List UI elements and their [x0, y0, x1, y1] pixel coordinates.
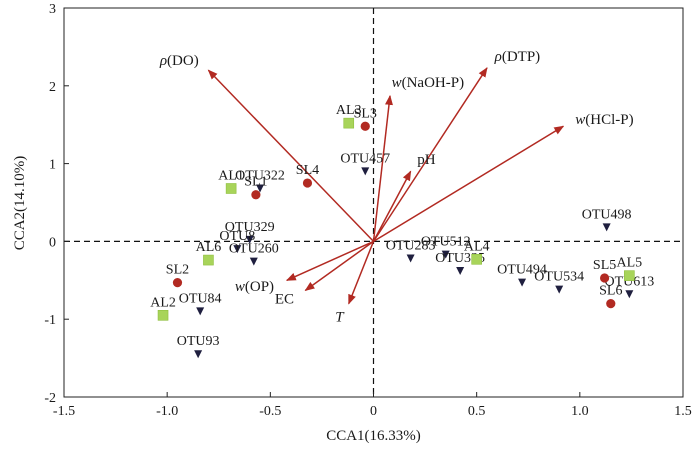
point-label-al2: AL2	[150, 295, 176, 310]
sediment-marker-sl2	[172, 278, 183, 288]
point-label-otu534: OTU534	[534, 270, 584, 285]
otu-marker-otu335	[456, 266, 465, 275]
y-tick-label: -2	[44, 391, 56, 406]
x-axis-title: CCA1(16.33%)	[326, 428, 421, 444]
otu-marker-otu498	[602, 223, 611, 232]
point-label-sl4: SL4	[296, 163, 319, 178]
arrow-label-dtp: ρ(DTP)	[494, 49, 541, 65]
arrow-op	[285, 240, 374, 281]
otu-marker-otu534	[555, 285, 564, 294]
point-label-al3: AL3	[336, 103, 362, 118]
arrow-hcl-p	[373, 125, 565, 243]
y-axis-title: CCA2(14.10%)	[12, 156, 28, 251]
point-label-al6: AL6	[196, 240, 222, 255]
arrow-naoh-p	[372, 94, 393, 242]
algae-marker-al1	[225, 183, 237, 194]
algae-marker-al2	[157, 310, 169, 321]
otu-marker-otu260	[249, 257, 258, 266]
arrow-label-ph: pH	[417, 152, 436, 168]
x-tick-label: -1.5	[53, 404, 75, 419]
arrow-t	[348, 241, 375, 305]
arrow-ph	[372, 170, 412, 242]
x-tick-label: 0.5	[468, 404, 486, 419]
otu-marker-otu84	[196, 307, 205, 316]
arrow-label-do: ρ(DO)	[159, 53, 199, 69]
arrow-label-ec: EC	[275, 292, 294, 308]
point-label-otu494: OTU494	[497, 263, 547, 278]
reference-lines	[64, 8, 683, 397]
arrow-ec	[304, 240, 374, 292]
y-tick-label: 0	[49, 235, 56, 250]
y-tick-label: 2	[49, 80, 56, 95]
arrow-label-naoh-p: w(NaOH-P)	[392, 75, 465, 91]
sediment-marker-sl1	[251, 190, 261, 200]
point-label-otu93: OTU93	[177, 334, 220, 349]
arrow-label-hcl-p: w(HCl-P)	[575, 112, 633, 128]
arrow-label-t: T	[335, 310, 345, 326]
point-label-otu283: OTU283	[386, 239, 436, 254]
point-label-otu329: OTU329	[225, 220, 275, 235]
otu-marker-otu512	[441, 250, 450, 259]
axis-ticks: -1.5 -1.0 -0.5 0 0.5 1.0 1.5 -2 -1 0 1 2 3	[44, 2, 691, 419]
point-label-otu260: OTU260	[229, 242, 279, 257]
x-tick-label: -1.0	[156, 404, 178, 419]
otu-marker-otu322	[256, 184, 265, 193]
arrow-dtp	[372, 67, 488, 242]
otu-marker-otu329	[245, 235, 254, 244]
point-label-al4: AL4	[464, 239, 490, 254]
point-label-otu613: OTU613	[604, 274, 654, 289]
otu-marker-otu283	[406, 254, 415, 263]
x-tick-label: 0	[370, 404, 377, 419]
point-label-sl2: SL2	[166, 263, 189, 278]
otu-marker-otu93	[194, 350, 203, 359]
y-tick-label: -1	[44, 313, 56, 328]
sediment-marker-sl5	[599, 273, 610, 283]
point-label-sl1: SL1	[244, 175, 267, 190]
algae-marker-al5	[624, 270, 635, 281]
x-tick-label: 1.5	[674, 404, 692, 419]
otu-marker-otu613	[625, 290, 634, 299]
point-label-sl6: SL6	[599, 284, 622, 299]
sediment-marker-sl3	[360, 121, 370, 131]
point-label-otu8: OTU8	[219, 229, 255, 244]
point-label-al5: AL5	[617, 256, 643, 271]
algae-marker-al4	[471, 253, 482, 265]
point-label-otu322: OTU322	[235, 168, 285, 183]
point-label-al1: AL1	[218, 168, 244, 183]
point-label-sl5: SL5	[593, 258, 616, 273]
otu-marker-otu8	[233, 245, 242, 254]
y-tick-label: 3	[49, 2, 56, 17]
x-tick-label: 1.0	[571, 404, 589, 419]
point-label-otu512: OTU512	[421, 235, 471, 250]
point-label-otu498: OTU498	[582, 207, 632, 222]
algae-marker-al3	[343, 117, 355, 129]
sediment-marker-sl6	[606, 299, 616, 309]
arrow-do	[207, 69, 375, 242]
otu-marker-otu494	[518, 278, 527, 287]
point-label-otu84: OTU84	[179, 291, 222, 306]
environment-arrows: ρ(DO) w(NaOH-P) ρ(DTP) w(HCl-P) pH w(OP)EC T	[159, 49, 634, 325]
point-label-otu457: OTU457	[340, 151, 390, 166]
y-tick-label: 1	[49, 158, 56, 173]
algae-marker-al6	[203, 254, 214, 266]
point-label-sl3: SL3	[354, 106, 377, 121]
sediment-marker-sl4	[302, 178, 313, 188]
otu-marker-otu457	[361, 167, 370, 176]
arrow-label-op: w(OP)	[235, 279, 274, 295]
x-tick-label: -0.5	[259, 404, 281, 419]
